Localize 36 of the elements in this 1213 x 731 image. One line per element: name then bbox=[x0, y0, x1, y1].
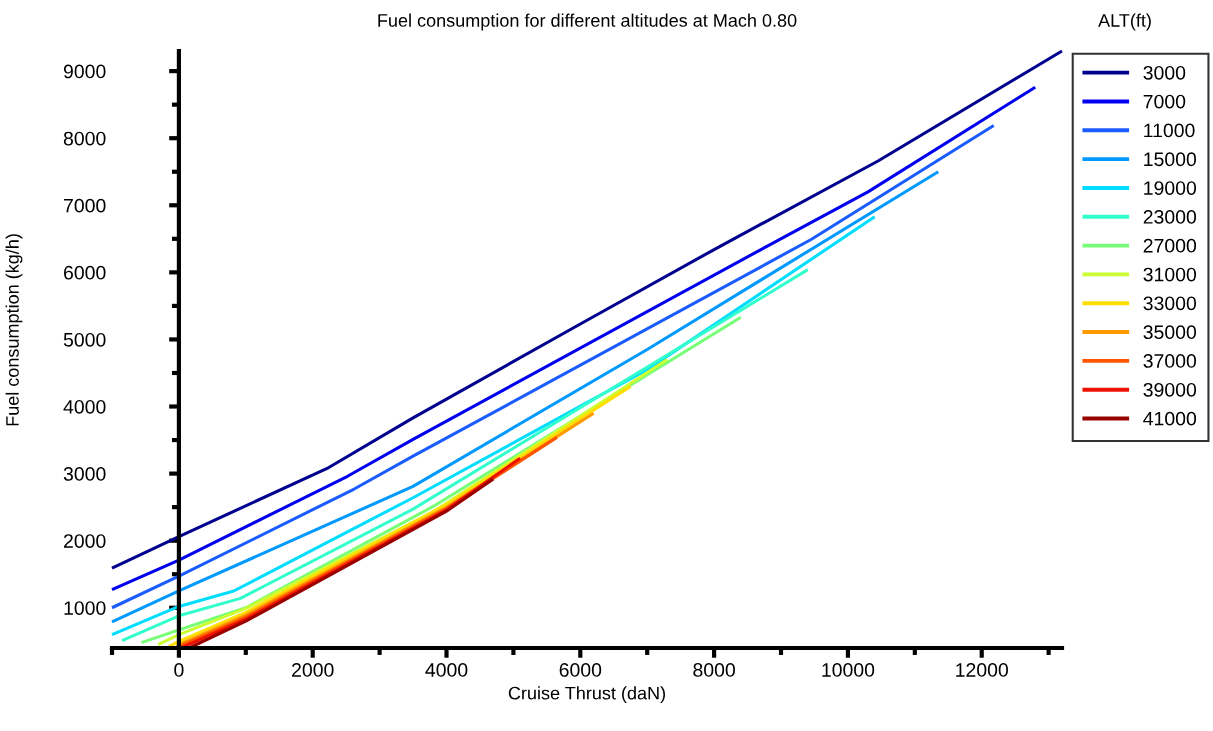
legend-label: 35000 bbox=[1143, 325, 1197, 340]
y-tick-label: 9000 bbox=[63, 64, 106, 79]
y-tick-label: 2000 bbox=[64, 534, 106, 548]
x-tick-label: 4000 bbox=[425, 663, 468, 677]
legend-label: 33000 bbox=[1143, 296, 1197, 311]
legend-label: 27000 bbox=[1143, 238, 1197, 253]
legend-label: 23000 bbox=[1143, 210, 1197, 224]
x-tick-label: 12000 bbox=[956, 663, 1008, 677]
x-tick-label: 10000 bbox=[822, 663, 875, 677]
legend-label: 15000 bbox=[1144, 152, 1197, 167]
x-tick-label: 2000 bbox=[292, 663, 334, 677]
legend-label: 39000 bbox=[1143, 382, 1197, 397]
legend-label: 19000 bbox=[1144, 181, 1197, 195]
y-tick-label: 5000 bbox=[63, 332, 106, 347]
line-series bbox=[110, 170, 940, 624]
line-series bbox=[167, 384, 633, 649]
y-tick-label: 4000 bbox=[63, 399, 106, 414]
legend-label: 3000 bbox=[1143, 65, 1186, 80]
x-tick-label: 0 bbox=[174, 663, 184, 677]
y-tick-label: 1000 bbox=[64, 601, 106, 615]
x-tick-label: 6000 bbox=[559, 663, 602, 677]
x-axis-title: Cruise Thrust (daN) bbox=[508, 686, 665, 704]
line-series bbox=[120, 268, 810, 643]
y-tick-label: 6000 bbox=[64, 265, 106, 280]
legend-title: ALT(ft) bbox=[1098, 13, 1151, 31]
legend-label: 7000 bbox=[1143, 94, 1186, 109]
y-tick-label: 7000 bbox=[64, 198, 106, 213]
legend-label: 41000 bbox=[1143, 411, 1197, 426]
x-tick-label: 8000 bbox=[693, 663, 735, 677]
legend-label: 37000 bbox=[1143, 354, 1197, 368]
legend-label: 11000 bbox=[1144, 123, 1195, 138]
y-tick-label: 8000 bbox=[63, 131, 106, 146]
y-tick-label: 3000 bbox=[63, 467, 106, 481]
y-axis-title: Fuel consumption (kg/h) bbox=[5, 234, 23, 426]
legend-label: 31000 bbox=[1143, 267, 1197, 282]
chart-title: Fuel consumption for different altitudes at Mach 0.80 bbox=[378, 13, 797, 31]
